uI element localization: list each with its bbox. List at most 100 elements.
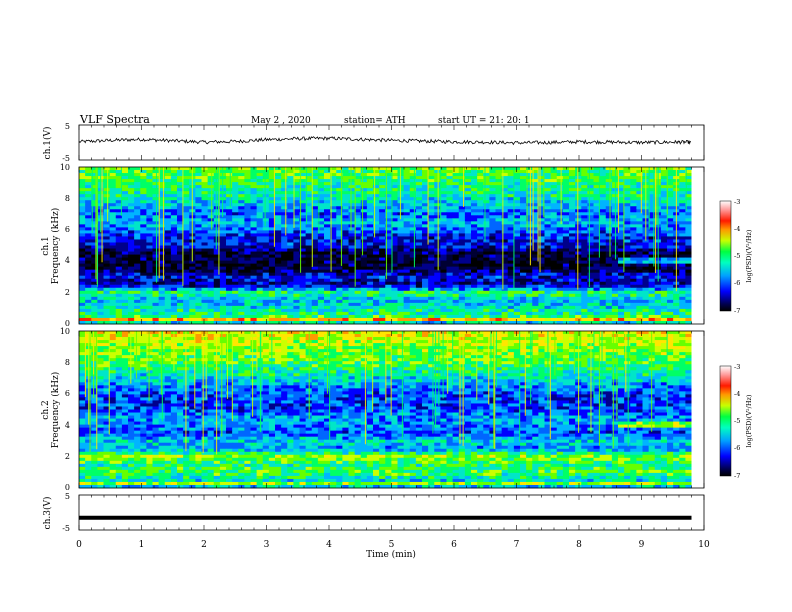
spectrogram-cell [305, 248, 313, 252]
spectrogram-cell [428, 176, 435, 180]
spectrogram-cell [532, 245, 539, 249]
spectrogram-cell [618, 215, 625, 219]
spectrogram-cell [667, 170, 674, 174]
spectrogram-cell [201, 227, 209, 231]
spectrogram-cell [562, 296, 570, 301]
spectrogram-cell [232, 299, 239, 304]
spectrogram-cell [379, 200, 386, 204]
spectrogram-cell [317, 215, 325, 219]
spectrogram-cell [495, 245, 503, 249]
spectrogram-cell [317, 311, 325, 316]
spectrogram-cell [262, 287, 270, 292]
spectrogram-cell [446, 278, 454, 283]
spectrogram-cell [287, 254, 294, 258]
spectrogram-cell [550, 215, 558, 219]
spectrogram-cell [636, 296, 643, 301]
spectrogram-cell [520, 290, 527, 295]
spectrogram-cell [97, 275, 104, 280]
spectrogram-cell [275, 254, 282, 258]
spectrogram-cell [256, 296, 264, 301]
spectrogram-cell [403, 212, 411, 216]
spectrogram-cell [520, 182, 527, 186]
spectrogram-cell [679, 257, 686, 261]
spectrogram-cell [391, 230, 398, 234]
spectrogram-cell [660, 305, 668, 310]
spectrogram-cell [195, 293, 202, 298]
spectrogram-cell [281, 215, 288, 219]
spectrogram-cell [140, 194, 147, 198]
spectrogram-cell [238, 227, 245, 231]
spectrogram-cell [336, 239, 343, 243]
spectrogram-cell [501, 203, 509, 207]
spectrogram-cell [360, 239, 368, 243]
spectrogram-cell [520, 230, 527, 234]
spectrogram-cell [446, 170, 454, 174]
spectrogram-cell [495, 281, 503, 286]
spectrogram-cell [342, 197, 349, 201]
spectrogram-cell [397, 302, 405, 307]
spectrogram-cell [219, 209, 227, 213]
spectrogram-cell [495, 275, 503, 280]
spectrogram-cell [281, 287, 288, 292]
spectrogram-cell [587, 236, 594, 240]
spectrogram-cell [452, 224, 460, 228]
spectrogram-cell [569, 278, 576, 283]
spectrogram-cell [238, 221, 245, 225]
spectrogram-cell [624, 188, 631, 192]
spectrogram-cell [103, 227, 111, 231]
spectrogram-cell [317, 170, 325, 174]
spectrogram-cell [685, 296, 692, 301]
spectrogram-cell [569, 182, 576, 186]
spectrogram-cell [305, 245, 313, 249]
spectrogram-cell [330, 254, 337, 258]
spectrogram-cell [618, 191, 625, 195]
spectrogram-cell [311, 230, 319, 234]
spectrogram-cell [611, 281, 619, 286]
spectrogram-cell [575, 230, 582, 234]
spectrogram-cell [232, 212, 239, 216]
spectrogram-cell [605, 221, 613, 225]
spectrogram-cell [415, 209, 423, 213]
spectrogram-cell [630, 287, 637, 292]
spectrogram-cell [507, 308, 515, 313]
spectrogram-cell [299, 242, 307, 246]
spectrogram-cell [97, 263, 104, 268]
spectrogram-cell [495, 167, 503, 171]
spectrogram-cell [507, 224, 515, 228]
spectrogram-cell [177, 188, 184, 192]
spectrogram-cell [256, 218, 264, 222]
spectrogram-cell [526, 176, 533, 180]
spectrogram-cell [648, 260, 656, 265]
spectrogram-cell [452, 239, 460, 243]
spectrogram-cell [183, 233, 190, 237]
spectrogram-cell [385, 200, 392, 204]
spectrogram-cell [121, 281, 129, 286]
spectrogram-cell [219, 218, 227, 222]
spectrogram-cell [483, 206, 490, 210]
spectrogram-cell [195, 251, 202, 255]
spectrogram-cell [324, 197, 331, 201]
spectrogram-cell [287, 191, 294, 195]
spectrogram-cell [520, 281, 527, 286]
spectrogram-cell [134, 260, 141, 265]
spectrogram-cell [581, 224, 588, 228]
spectrogram-cell [213, 233, 221, 237]
spectrogram-cell [513, 284, 521, 289]
spectrogram-cell [538, 206, 545, 210]
spectrogram-cell [495, 179, 503, 183]
spectrogram-cell [103, 230, 111, 234]
spectrogram-cell [452, 212, 460, 216]
spectrogram-cell [226, 185, 233, 189]
spectrogram-cell [293, 170, 300, 174]
spectrogram-cell [464, 260, 472, 265]
spectrogram-cell [330, 167, 337, 171]
spectrogram-cell [287, 212, 294, 216]
spectrogram-cell [593, 263, 601, 268]
spectrogram-cell [146, 242, 153, 246]
spectrogram-cell [562, 251, 570, 255]
spectrogram-cell [134, 251, 141, 255]
spectrogram-cell [464, 176, 472, 180]
spectrogram-cell [79, 236, 86, 240]
spectrogram-cell [489, 281, 496, 286]
spectrogram-cell [403, 194, 411, 198]
